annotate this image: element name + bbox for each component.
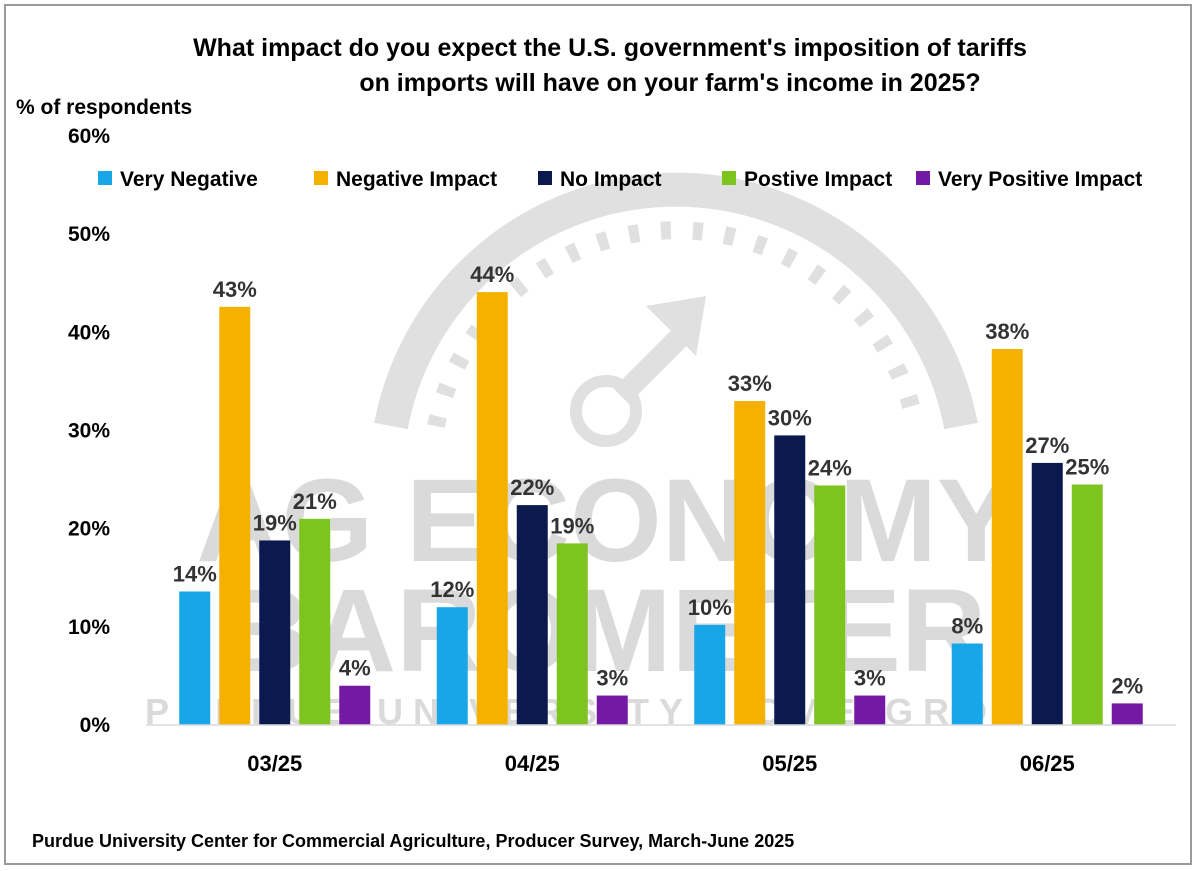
data-label: 30% (768, 405, 812, 430)
legend-label: Very Positive Impact (938, 168, 1142, 191)
x-category-label: 03/25 (247, 751, 302, 776)
data-label: 24% (808, 455, 852, 480)
y-tick-label: 40% (68, 321, 110, 344)
bar-very-positive-impact-06-25 (1111, 703, 1143, 725)
data-label: 14% (173, 561, 217, 586)
y-tick-label: 20% (68, 518, 110, 541)
x-category-label: 05/25 (762, 751, 817, 776)
bar-very-negative-05-25 (694, 624, 726, 725)
data-label: 3% (596, 666, 628, 691)
data-label: 21% (293, 489, 337, 514)
data-label: 2% (1111, 673, 1143, 698)
legend-swatch (538, 171, 552, 185)
data-labels: 14%43%19%21%4%12%44%22%19%3%10%33%30%24%… (173, 262, 1143, 698)
data-label: 8% (951, 614, 983, 639)
bar-negative-impact-06-25 (991, 349, 1023, 725)
bar-postive-impact-06-25 (1071, 484, 1103, 725)
chart-title-line-2: on imports will have on your farm's inco… (359, 69, 980, 97)
bar-very-negative-04-25 (436, 607, 468, 725)
bar-no-impact-03-25 (259, 540, 291, 725)
watermark-gauge-arrowhead (646, 296, 706, 356)
bar-negative-impact-04-25 (476, 292, 508, 725)
legend-swatch (722, 171, 736, 185)
bar-no-impact-04-25 (516, 505, 548, 725)
bar-very-positive-impact-05-25 (854, 695, 886, 725)
data-label: 44% (470, 262, 514, 287)
chart-title-line-1: What impact do you expect the U.S. gover… (193, 34, 1027, 62)
data-label: 27% (1025, 433, 1069, 458)
legend-label: Negative Impact (336, 168, 497, 191)
data-label: 38% (985, 319, 1029, 344)
legend-label: Postive Impact (744, 168, 892, 191)
bar-negative-impact-03-25 (219, 306, 251, 725)
x-category-label: 06/25 (1020, 751, 1075, 776)
bar-no-impact-06-25 (1031, 462, 1063, 725)
data-label: 25% (1065, 454, 1109, 479)
data-label: 12% (430, 577, 474, 602)
bar-postive-impact-05-25 (814, 485, 846, 725)
y-tick-label: 50% (68, 223, 110, 246)
legend-swatch (916, 171, 930, 185)
legend-label: No Impact (560, 168, 662, 191)
source-note: Purdue University Center for Commercial … (32, 831, 794, 851)
legend-swatch (314, 171, 328, 185)
y-tick-label: 30% (68, 420, 110, 443)
data-label: 43% (213, 277, 257, 302)
bar-very-positive-impact-04-25 (596, 695, 628, 725)
bar-very-negative-03-25 (179, 591, 211, 725)
chart-svg: AG ECONOMY BAROMETER PURDUE UNIVERSITY •… (16, 34, 1176, 851)
watermark-line2: BAROMETER (226, 565, 986, 697)
watermark-gauge-needle (613, 323, 694, 404)
x-category-label: 04/25 (505, 751, 560, 776)
data-label: 4% (339, 656, 371, 681)
watermark-line1: AG ECONOMY (196, 455, 1016, 587)
legend-label: Very Negative (120, 168, 258, 191)
y-tick-label: 60% (68, 125, 110, 148)
watermark-gauge-hub (570, 375, 642, 447)
watermark-gauge-arc (374, 172, 978, 430)
x-axis-categories: 03/25 04/25 05/25 06/25 (247, 751, 1075, 776)
y-tick-label: 0% (80, 714, 111, 737)
chart-frame: AG ECONOMY BAROMETER PURDUE UNIVERSITY •… (4, 4, 1192, 865)
data-label: 10% (688, 595, 732, 620)
bar-negative-impact-05-25 (734, 401, 766, 725)
bar-very-positive-impact-03-25 (339, 685, 371, 725)
data-label: 33% (728, 371, 772, 396)
bar-very-negative-06-25 (951, 643, 983, 725)
bar-series (179, 292, 1143, 725)
bar-postive-impact-03-25 (299, 518, 331, 725)
data-label: 22% (510, 475, 554, 500)
y-axis-ticks: 0% 10% 20% 30% 40% 50% 60% (68, 125, 110, 737)
legend-swatch (98, 171, 112, 185)
data-label: 19% (550, 513, 594, 538)
bar-no-impact-05-25 (774, 435, 806, 725)
data-label: 3% (854, 666, 886, 691)
data-label: 19% (253, 510, 297, 535)
y-tick-label: 10% (68, 616, 110, 639)
legend: Very Negative Negative Impact No Impact Pos… (98, 168, 1142, 191)
y-axis-label: % of respondents (16, 96, 192, 119)
bar-postive-impact-04-25 (556, 543, 588, 725)
